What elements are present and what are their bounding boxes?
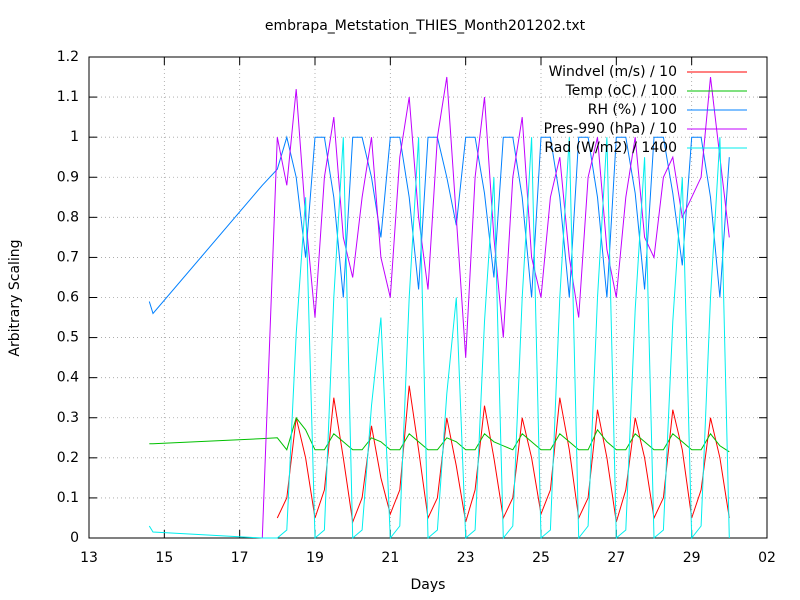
x-tick-label: 27 <box>607 550 625 566</box>
legend-label: Pres-990 (hPa) / 10 <box>544 121 677 137</box>
y-axis-label: Arbitrary Scaling <box>7 239 23 356</box>
x-tick-label: 13 <box>80 550 98 566</box>
x-tick-label: 25 <box>532 550 550 566</box>
x-tick-label: 19 <box>306 550 324 566</box>
legend-label: Rad (W/m2) / 1400 <box>544 140 677 156</box>
x-tick-label: 23 <box>457 550 475 566</box>
series-line <box>276 385 730 524</box>
y-tick-label: 0.5 <box>57 330 79 346</box>
y-tick-label: 1 <box>70 129 79 145</box>
x-tick-label: 15 <box>155 550 173 566</box>
series-line <box>261 76 730 539</box>
y-tick-label: 1.1 <box>57 89 79 105</box>
y-tick-label: 0.9 <box>57 169 79 185</box>
x-tick-label: 02 <box>758 550 776 566</box>
series-line <box>149 416 730 453</box>
y-tick-label: 0.4 <box>57 370 79 386</box>
series-line <box>148 135 730 315</box>
x-tick-label: 21 <box>381 550 399 566</box>
legend-label: Windvel (m/s) / 10 <box>549 64 677 80</box>
legend-label: Temp (oC) / 100 <box>565 83 677 99</box>
y-tick-label: 1.2 <box>57 49 79 65</box>
y-tick-label: 0.8 <box>57 209 79 225</box>
x-tick-label: 29 <box>683 550 701 566</box>
x-tick-label: 17 <box>231 550 249 566</box>
y-tick-label: 0.1 <box>57 490 79 506</box>
legend-label: RH (%) / 100 <box>588 102 677 118</box>
y-tick-label: 0.7 <box>57 249 79 265</box>
x-axis-label: Days <box>411 577 446 593</box>
y-tick-label: 0.2 <box>57 450 79 466</box>
y-tick-label: 0.6 <box>57 290 79 306</box>
y-tick-label: 0 <box>70 530 79 546</box>
y-tick-label: 0.3 <box>57 410 79 426</box>
chart-title: embrapa_Metstation_THIES_Month201202.txt <box>265 18 586 34</box>
series-line <box>148 137 730 540</box>
